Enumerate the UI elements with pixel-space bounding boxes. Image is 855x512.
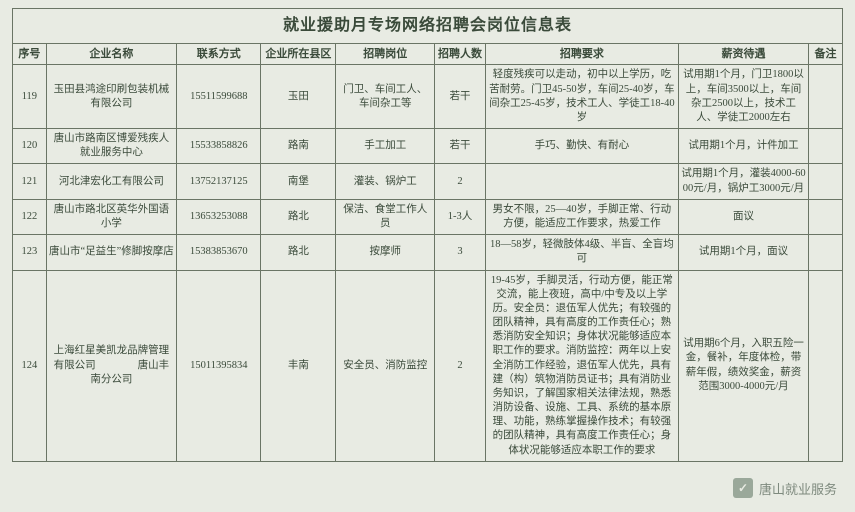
cell-count: 若干 <box>435 65 486 129</box>
cell-position: 门卫、车间工人、车间杂工等 <box>336 65 435 129</box>
table-row: 122 唐山市路北区英华外国语小学 13653253088 路北 保洁、食堂工作… <box>13 199 843 234</box>
cell-company: 唐山市“足益生”修脚按摩店 <box>46 235 176 270</box>
cell-district: 玉田 <box>261 65 336 129</box>
cell-company: 唐山市路北区英华外国语小学 <box>46 199 176 234</box>
table-row: 124 上海红星美凯龙品牌管理有限公司 唐山丰南分公司 15011395834 … <box>13 270 843 461</box>
col-count: 招聘人数 <box>435 43 486 65</box>
cell-count: 2 <box>435 164 486 199</box>
table-row: 120 唐山市路南区博爱残疾人就业服务中心 15533858826 路南 手工加… <box>13 129 843 164</box>
cell-position: 手工加工 <box>336 129 435 164</box>
col-req: 招聘要求 <box>485 43 678 65</box>
cell-district: 路北 <box>261 199 336 234</box>
col-no: 序号 <box>13 43 47 65</box>
table-title: 就业援助月专场网络招聘会岗位信息表 <box>13 9 843 44</box>
cell-district: 丰南 <box>261 270 336 461</box>
cell-req: 男女不限，25—40岁，手脚正常、行动方便，能适应工作要求，热爱工作 <box>485 199 678 234</box>
cell-company: 河北津宏化工有限公司 <box>46 164 176 199</box>
table-row: 119 玉田县鸿途印刷包装机械有限公司 15511599688 玉田 门卫、车间… <box>13 65 843 129</box>
cell-salary: 面议 <box>678 199 808 234</box>
header-row: 序号 企业名称 联系方式 企业所在县区 招聘岗位 招聘人数 招聘要求 薪资待遇 … <box>13 43 843 65</box>
cell-note <box>809 199 843 234</box>
cell-note <box>809 129 843 164</box>
title-row: 就业援助月专场网络招聘会岗位信息表 <box>13 9 843 44</box>
cell-phone: 15511599688 <box>177 65 261 129</box>
cell-district: 路北 <box>261 235 336 270</box>
cell-phone: 13752137125 <box>177 164 261 199</box>
cell-company: 玉田县鸿途印刷包装机械有限公司 <box>46 65 176 129</box>
watermark-text: 唐山就业服务 <box>759 479 837 498</box>
cell-position: 保洁、食堂工作人员 <box>336 199 435 234</box>
cell-count: 2 <box>435 270 486 461</box>
cell-position: 按摩师 <box>336 235 435 270</box>
cell-position: 灌装、锅炉工 <box>336 164 435 199</box>
cell-company: 上海红星美凯龙品牌管理有限公司 唐山丰南分公司 <box>46 270 176 461</box>
cell-no: 119 <box>13 65 47 129</box>
watermark: ✓ 唐山就业服务 <box>733 478 837 498</box>
cell-count: 1-3人 <box>435 199 486 234</box>
cell-phone: 15383853670 <box>177 235 261 270</box>
table-row: 123 唐山市“足益生”修脚按摩店 15383853670 路北 按摩师 3 1… <box>13 235 843 270</box>
cell-phone: 15533858826 <box>177 129 261 164</box>
cell-salary: 试用期1个月，门卫1800以上，车间3500以上，车间杂工2500以上，技术工人… <box>678 65 808 129</box>
cell-count: 3 <box>435 235 486 270</box>
cell-req: 轻度残疾可以走动，初中以上学历，吃苦耐劳。门卫45-50岁，车间25-40岁，车… <box>485 65 678 129</box>
col-company: 企业名称 <box>46 43 176 65</box>
col-district: 企业所在县区 <box>261 43 336 65</box>
cell-req: 19-45岁，手脚灵活，行动方便，能正常交流，能上夜班，高中/中专及以上学历。安… <box>485 270 678 461</box>
col-salary: 薪资待遇 <box>678 43 808 65</box>
table-row: 121 河北津宏化工有限公司 13752137125 南堡 灌装、锅炉工 2 试… <box>13 164 843 199</box>
cell-note <box>809 235 843 270</box>
cell-note <box>809 270 843 461</box>
cell-no: 123 <box>13 235 47 270</box>
cell-phone: 13653253088 <box>177 199 261 234</box>
wechat-icon: ✓ <box>733 478 753 498</box>
col-note: 备注 <box>809 43 843 65</box>
cell-position: 安全员、消防监控 <box>336 270 435 461</box>
cell-count: 若干 <box>435 129 486 164</box>
cell-phone: 15011395834 <box>177 270 261 461</box>
cell-req: 18—58岁，轻微肢体4级、半盲、全盲均可 <box>485 235 678 270</box>
cell-salary: 试用期1个月，灌装4000-6000元/月，锅炉工3000元/月 <box>678 164 808 199</box>
col-phone: 联系方式 <box>177 43 261 65</box>
cell-no: 122 <box>13 199 47 234</box>
cell-no: 124 <box>13 270 47 461</box>
cell-req: 手巧、勤快、有耐心 <box>485 129 678 164</box>
cell-no: 120 <box>13 129 47 164</box>
cell-req <box>485 164 678 199</box>
cell-salary: 试用期1个月，面议 <box>678 235 808 270</box>
col-position: 招聘岗位 <box>336 43 435 65</box>
cell-district: 南堡 <box>261 164 336 199</box>
cell-salary: 试用期6个月，入职五险一金，餐补，年度体检，带薪年假，绩效奖金，薪资范围3000… <box>678 270 808 461</box>
job-info-table: 就业援助月专场网络招聘会岗位信息表 序号 企业名称 联系方式 企业所在县区 招聘… <box>12 8 843 462</box>
cell-company: 唐山市路南区博爱残疾人就业服务中心 <box>46 129 176 164</box>
cell-note <box>809 65 843 129</box>
cell-note <box>809 164 843 199</box>
cell-no: 121 <box>13 164 47 199</box>
cell-district: 路南 <box>261 129 336 164</box>
cell-salary: 试用期1个月，计件加工 <box>678 129 808 164</box>
